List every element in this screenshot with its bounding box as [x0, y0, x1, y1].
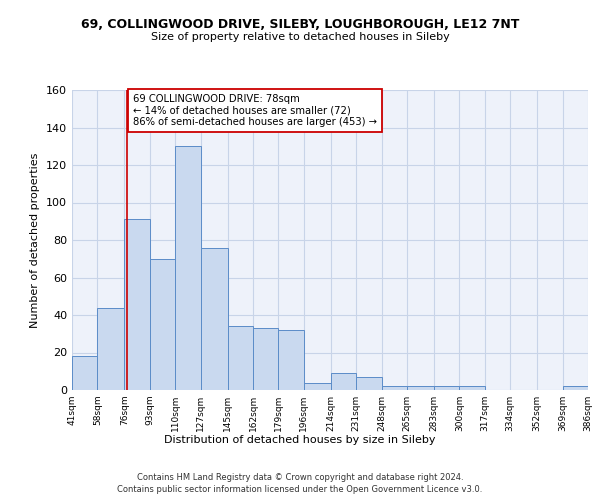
Bar: [150, 259, 175, 390]
Text: Size of property relative to detached houses in Sileby: Size of property relative to detached ho…: [151, 32, 449, 42]
Text: Contains HM Land Registry data © Crown copyright and database right 2024.: Contains HM Land Registry data © Crown c…: [137, 472, 463, 482]
Bar: [227, 326, 253, 390]
Text: 69 COLLINGWOOD DRIVE: 78sqm
← 14% of detached houses are smaller (72)
86% of sem: 69 COLLINGWOOD DRIVE: 78sqm ← 14% of det…: [133, 94, 377, 127]
Bar: [460, 386, 485, 390]
Bar: [200, 248, 227, 390]
Bar: [278, 330, 304, 390]
Y-axis label: Number of detached properties: Number of detached properties: [31, 152, 40, 328]
Bar: [407, 386, 434, 390]
Bar: [72, 356, 97, 390]
Bar: [175, 146, 200, 390]
Bar: [434, 386, 460, 390]
Bar: [356, 377, 382, 390]
Bar: [124, 220, 150, 390]
Text: Contains public sector information licensed under the Open Government Licence v3: Contains public sector information licen…: [118, 485, 482, 494]
Bar: [253, 328, 278, 390]
Bar: [97, 308, 124, 390]
Bar: [382, 386, 407, 390]
Text: 69, COLLINGWOOD DRIVE, SILEBY, LOUGHBOROUGH, LE12 7NT: 69, COLLINGWOOD DRIVE, SILEBY, LOUGHBORO…: [81, 18, 519, 30]
Bar: [563, 386, 588, 390]
Bar: [304, 382, 331, 390]
Bar: [331, 373, 356, 390]
Text: Distribution of detached houses by size in Sileby: Distribution of detached houses by size …: [164, 435, 436, 445]
